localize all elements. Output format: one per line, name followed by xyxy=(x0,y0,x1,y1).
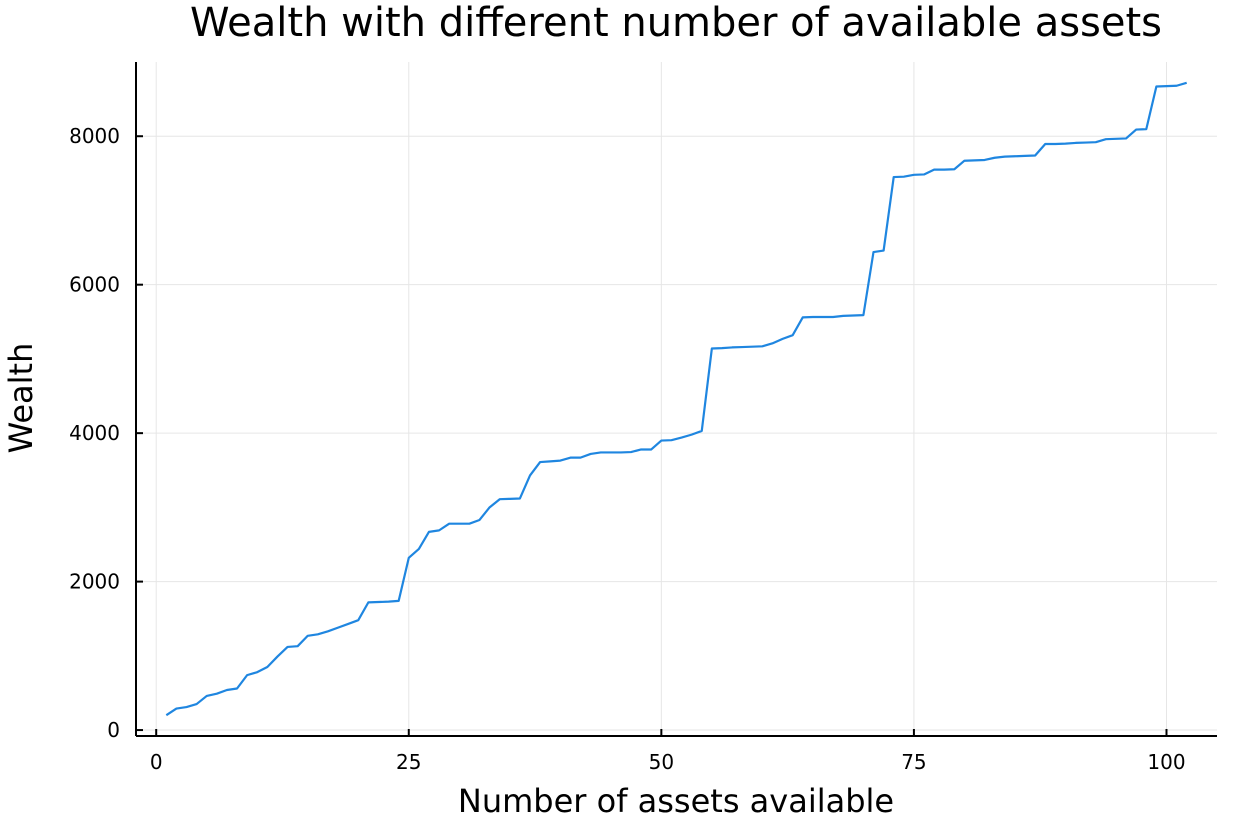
x-tick-label: 50 xyxy=(649,750,674,774)
series-layer xyxy=(165,81,1188,717)
x-axis-label: Number of assets available xyxy=(458,782,894,820)
axes xyxy=(135,62,1217,737)
y-ticks: 0 2000 4000 6000 8000 xyxy=(69,124,143,742)
x-tick-label: 25 xyxy=(396,750,421,774)
x-tick-label: 100 xyxy=(1147,750,1185,774)
y-axis-label: Wealth xyxy=(2,343,40,454)
y-tick-label: 0 xyxy=(107,718,120,742)
x-tick-label: 0 xyxy=(150,750,163,774)
y-tick-label: 2000 xyxy=(69,570,120,594)
y-tick-label: 8000 xyxy=(69,124,120,148)
x-tick-label: 75 xyxy=(901,750,926,774)
y-tick-label: 6000 xyxy=(69,273,120,297)
grid xyxy=(136,62,1217,736)
chart-title: Wealth with different number of availabl… xyxy=(190,0,1162,46)
series-line xyxy=(165,81,1188,717)
y-tick-label: 4000 xyxy=(69,421,120,445)
x-ticks: 0 25 50 75 100 xyxy=(150,729,1186,774)
